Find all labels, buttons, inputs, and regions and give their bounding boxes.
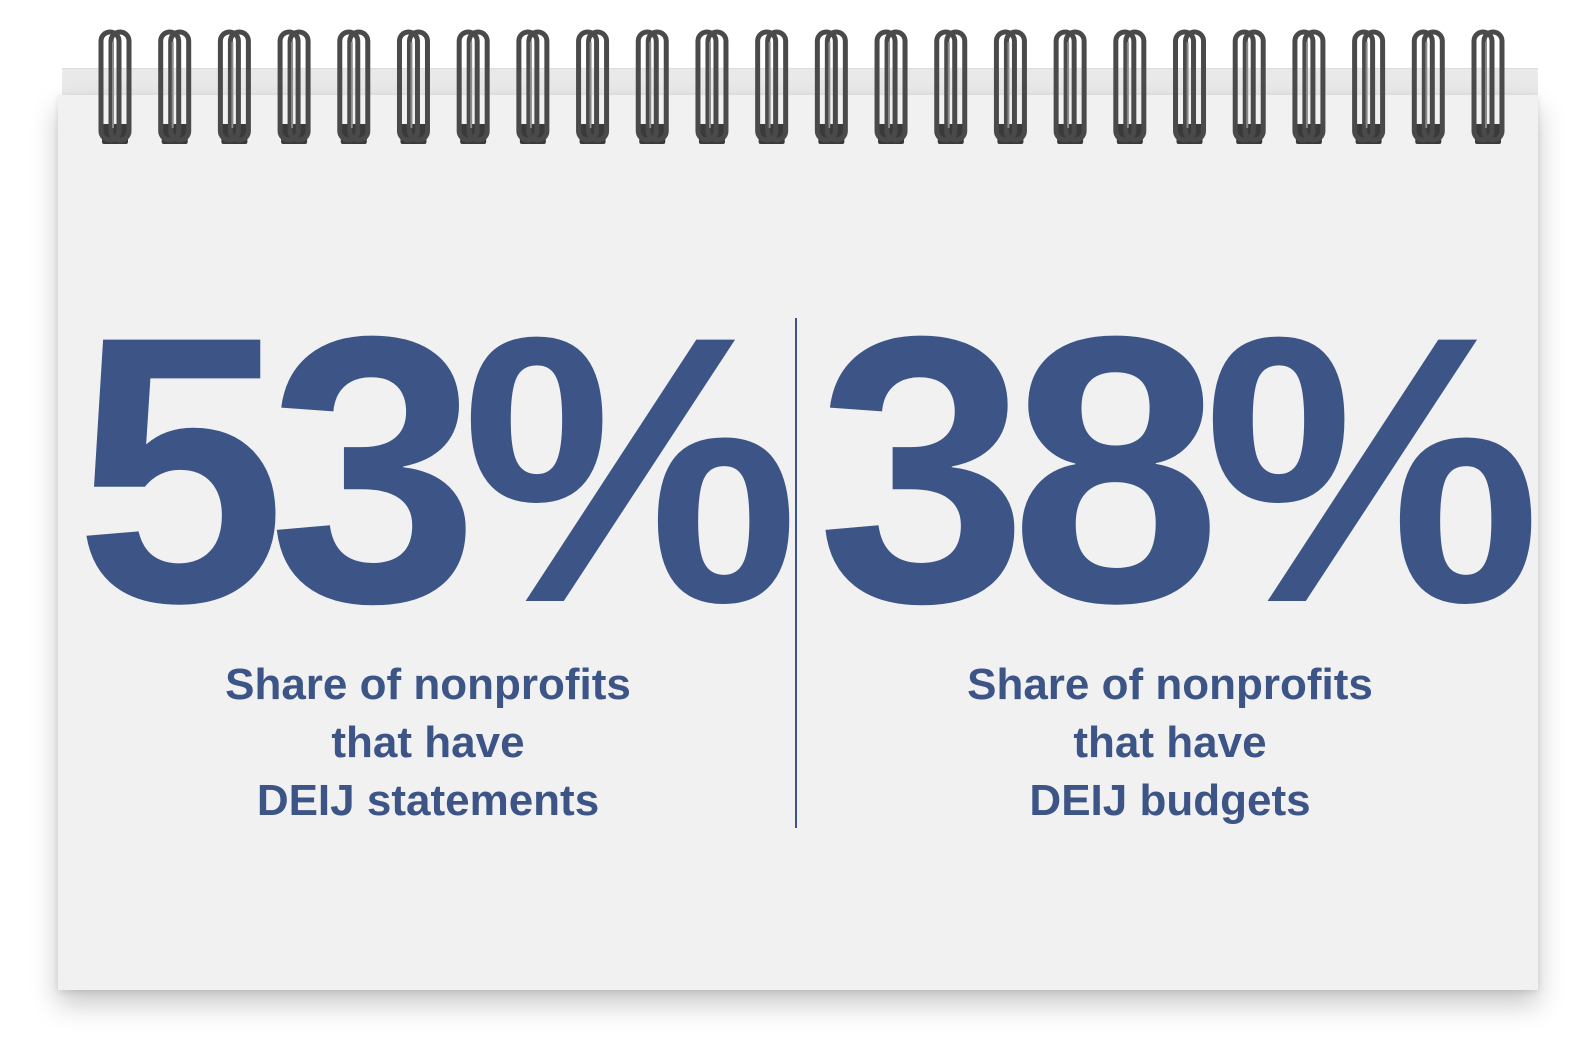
stat-statements: 53% Share of nonprofits that have DEIJ s… (58, 257, 800, 830)
stat-value: 53% (74, 257, 800, 682)
stat-caption: Share of nonprofits that have DEIJ state… (58, 656, 798, 830)
caption-line: Share of nonprofits (967, 660, 1373, 709)
caption-line: that have (331, 718, 525, 767)
caption-line: that have (1073, 718, 1267, 767)
notepad-page (58, 95, 1538, 990)
caption-line: Share of nonprofits (225, 660, 631, 709)
stat-value: 38% (816, 257, 1542, 682)
caption-line: DEIJ statements (256, 776, 600, 825)
caption-line: DEIJ budgets (1029, 776, 1311, 825)
divider (795, 318, 797, 828)
stat-caption: Share of nonprofits that have DEIJ budge… (800, 656, 1540, 830)
stat-budgets: 38% Share of nonprofits that have DEIJ b… (800, 257, 1542, 830)
